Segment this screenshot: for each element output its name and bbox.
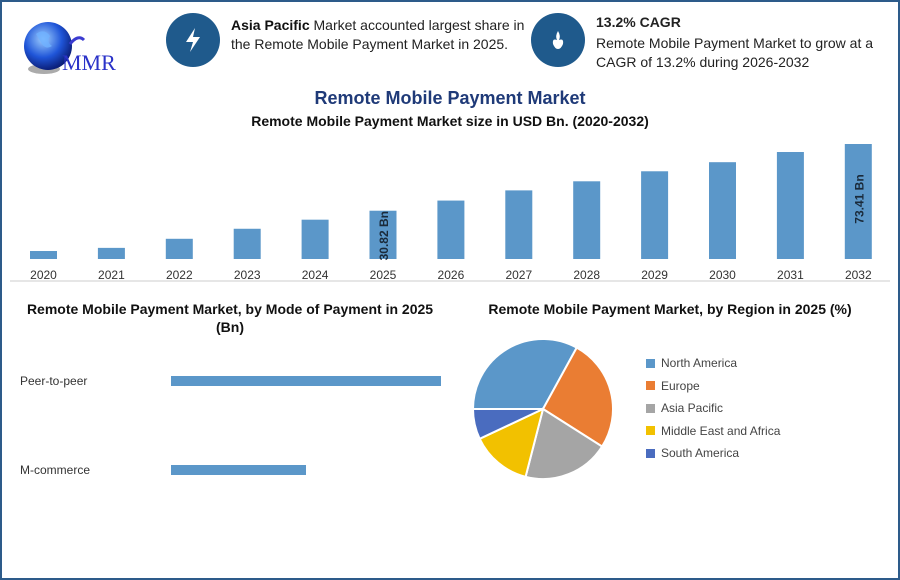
- bar-2022: [165, 238, 193, 259]
- x-tick-2026: 2026: [438, 268, 465, 282]
- bar-peer-to-peer: [171, 376, 441, 386]
- logo: MMR: [18, 14, 138, 76]
- legend-item-south-america: South America: [646, 446, 739, 460]
- info-card-cagr: 13.2% CAGR Remote Mobile Payment Market …: [596, 13, 886, 72]
- cagr-text: Remote Mobile Payment Market to grow at …: [596, 35, 874, 70]
- legend-item-north-america: North America: [646, 356, 737, 370]
- x-tick-2020: 2020: [30, 268, 57, 282]
- legend-label: Asia Pacific: [661, 401, 724, 415]
- bar-2025: [369, 210, 397, 259]
- bar-2028: [573, 181, 601, 259]
- info-card-region-highlight: Asia Pacific: [231, 17, 310, 33]
- legend-item-asia-pacific: Asia Pacific: [646, 401, 723, 415]
- market-size-bar-chart: 2020 2021 2022 2023 2024 2025 30.82 Bn 2026 2027…: [10, 144, 890, 282]
- x-tick-2027: 2027: [505, 268, 532, 282]
- legend-swatch: [646, 448, 655, 458]
- legend-label: Middle East and Africa: [661, 423, 781, 438]
- legend-label: Europe: [661, 378, 700, 393]
- bar-2029: [641, 171, 669, 259]
- info-card-region-text: Market accounted largest share in the Re…: [231, 17, 525, 52]
- x-tick-2025: 2025: [370, 268, 397, 282]
- logo-text: MMR: [62, 50, 116, 75]
- x-tick-2021: 2021: [98, 268, 125, 282]
- legend-item-europe: Europe: [646, 379, 700, 393]
- bar-2032: [844, 144, 872, 259]
- info-card-region: Asia Pacific Market accounted largest sh…: [231, 16, 531, 54]
- legend-item-middle-east-and-africa: Middle East and Africa: [646, 424, 780, 438]
- bar-2026: [437, 200, 465, 259]
- cagr-heading: 13.2% CAGR: [596, 14, 681, 30]
- bar-2030: [709, 162, 736, 259]
- bar-2020: [30, 251, 57, 259]
- mode-of-payment-bar-chart: Peer-to-peer M-commerce: [20, 374, 441, 477]
- region-chart-title: Remote Mobile Payment Market, by Region …: [488, 301, 852, 317]
- region-pie-chart: [471, 338, 614, 480]
- slice-europe: [541, 346, 614, 448]
- globe-icon: [24, 22, 86, 74]
- bar-2023: [233, 228, 261, 259]
- lightning-icon: [166, 13, 220, 67]
- bar-2024: [301, 219, 329, 259]
- data-label-2032: 73.41 Bn: [852, 174, 866, 223]
- category-label-peer-to-peer: Peer-to-peer: [20, 374, 87, 388]
- legend-label: South America: [661, 446, 740, 460]
- bar-chart-title: Remote Mobile Payment Market size in USD…: [251, 113, 649, 129]
- legend-label: North America: [661, 356, 738, 370]
- mode-chart-title: Remote Mobile Payment Market, by Mode of…: [26, 301, 434, 335]
- bar-2031: [776, 152, 804, 259]
- flame-drop-icon: [531, 13, 585, 67]
- main-title: Remote Mobile Payment Market: [314, 88, 586, 108]
- x-tick-2023: 2023: [234, 268, 261, 282]
- data-label-2025: 30.82 Bn: [377, 211, 391, 260]
- bar-m-commerce: [171, 465, 306, 475]
- x-tick-2032: 2032: [845, 268, 872, 282]
- legend-swatch: [646, 426, 655, 435]
- x-tick-2024: 2024: [302, 268, 329, 282]
- bar-2021: [97, 247, 125, 259]
- slice-middle-east-and-africa: [478, 407, 545, 479]
- slice-north-america: [471, 338, 579, 410]
- slice-south-america: [471, 408, 544, 441]
- x-tick-2030: 2030: [709, 268, 736, 282]
- category-label-m-commerce: M-commerce: [20, 463, 90, 477]
- legend-swatch: [646, 403, 655, 413]
- legend-swatch: [646, 358, 655, 368]
- bar-2027: [505, 190, 533, 259]
- x-tick-2022: 2022: [166, 268, 193, 282]
- x-tick-2029: 2029: [641, 268, 668, 282]
- legend-swatch: [646, 381, 655, 390]
- x-tick-2028: 2028: [573, 268, 600, 282]
- slice-asia-pacific: [524, 407, 604, 480]
- x-tick-2031: 2031: [777, 268, 804, 282]
